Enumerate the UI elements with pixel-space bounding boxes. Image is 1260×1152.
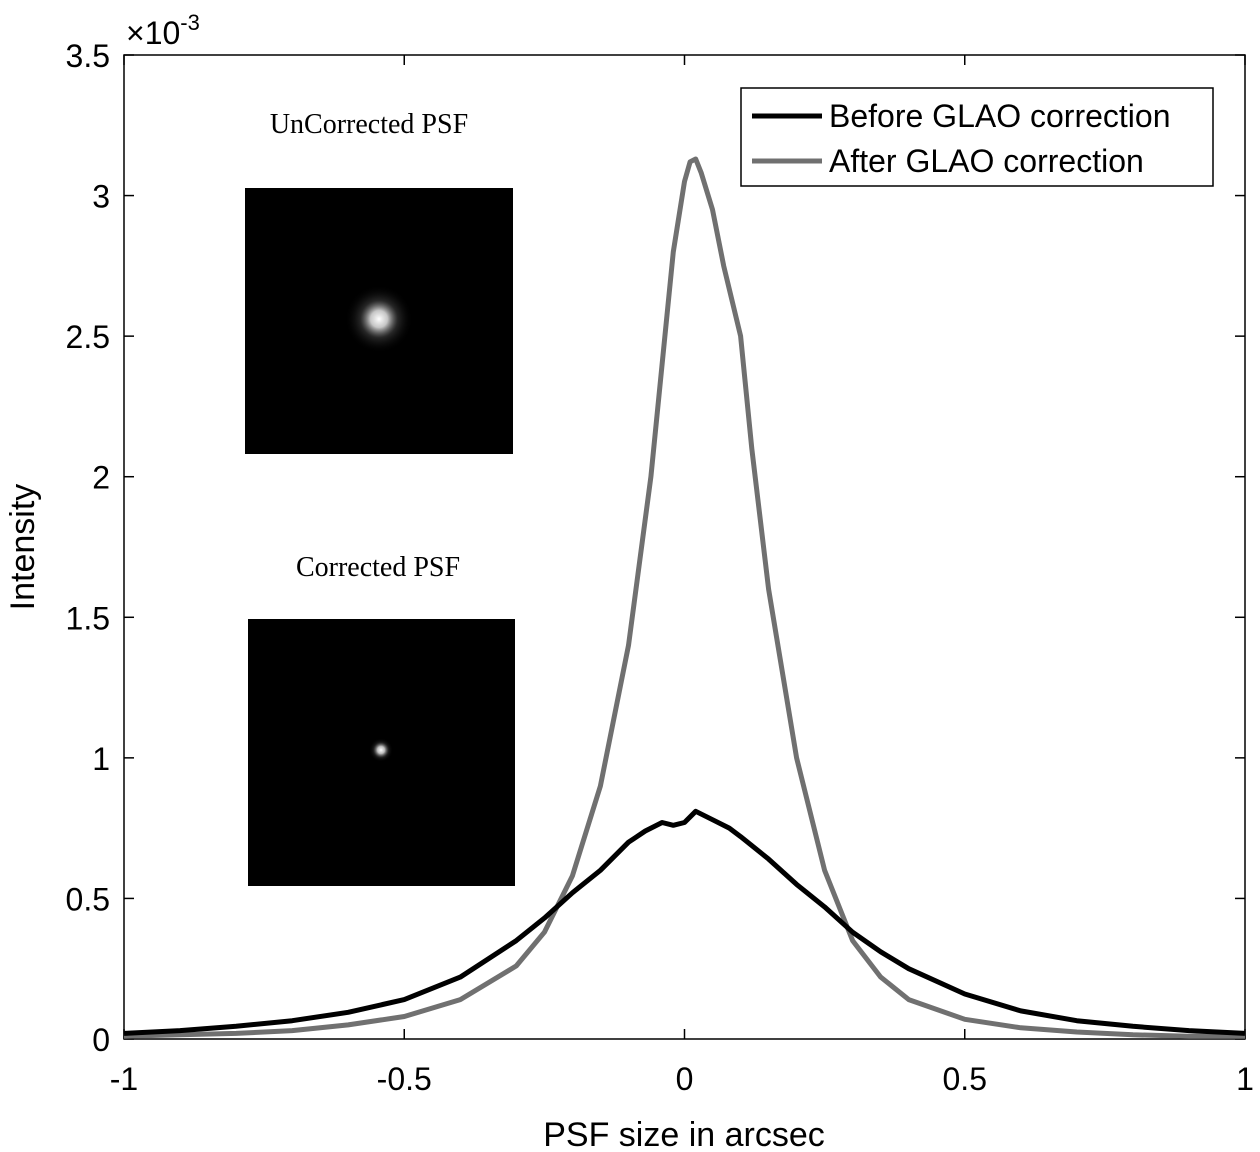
legend-label-after: After GLAO correction <box>829 143 1144 179</box>
y-tick-label: 0.5 <box>66 881 110 917</box>
x-tick-label: -1 <box>110 1061 138 1097</box>
inset-uncorrected-title: UnCorrected PSF <box>270 109 468 140</box>
x-tick-label: -0.5 <box>377 1061 432 1097</box>
y-tick-label: 1.5 <box>66 600 110 636</box>
y-axis-label: Intensity <box>4 484 42 611</box>
legend: Before GLAO correction After GLAO correc… <box>740 87 1214 187</box>
inset-corrected-glow <box>369 738 393 762</box>
y-multiplier: ×10-3 <box>126 10 200 51</box>
series-line-after-glao <box>123 156 1245 1039</box>
y-multiplier-base: ×10 <box>126 15 180 51</box>
inset-uncorrected-glow <box>345 285 413 353</box>
x-tick-label: 0 <box>676 1061 694 1097</box>
series-line-before-glao <box>123 808 1246 1036</box>
legend-label-before: Before GLAO correction <box>829 98 1170 134</box>
legend-box <box>740 87 1214 187</box>
x-axis-label: PSF size in arcsec <box>543 1116 825 1152</box>
x-tick-label: 1 <box>1236 1061 1254 1097</box>
y-axis-ticks: 0 0.5 1 1.5 2 2.5 3 3.5 <box>66 38 1245 1058</box>
inset-corrected-title: Corrected PSF <box>296 552 460 583</box>
y-tick-label: 1 <box>92 741 110 777</box>
y-tick-label: 2.5 <box>66 319 110 355</box>
x-tick-label: 0.5 <box>943 1061 987 1097</box>
y-tick-label: 3 <box>92 179 110 215</box>
y-tick-label: 2 <box>92 460 110 496</box>
x-axis-ticks: -1 -0.5 0 0.5 1 <box>110 55 1254 1097</box>
y-tick-label: 3.5 <box>66 38 110 74</box>
y-tick-label: 0 <box>92 1022 110 1058</box>
inset-corrected: Corrected PSF <box>248 552 515 886</box>
inset-uncorrected: UnCorrected PSF <box>245 109 513 454</box>
y-multiplier-exponent: -3 <box>180 10 200 35</box>
